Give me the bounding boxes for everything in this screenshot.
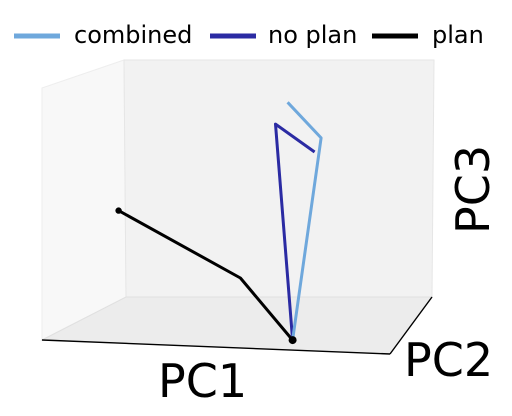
- series-line-combined: [286, 101, 323, 341]
- x-axis-label: PC1: [158, 354, 247, 408]
- legend-label-no-plan: no plan: [268, 21, 357, 49]
- marker-layer: [115, 207, 297, 345]
- series-marker-plan-end: [115, 207, 122, 214]
- y-axis-label: PC2: [404, 333, 493, 387]
- series-marker-plan-start: [288, 336, 297, 345]
- legend: combined no plan plan: [14, 21, 484, 49]
- y-axis-line: [389, 296, 433, 355]
- left-pane: [41, 59, 127, 341]
- series-line-no-plan: [274, 122, 316, 341]
- legend-label-plan: plan: [432, 21, 484, 49]
- x-axis-line: [41, 339, 391, 355]
- z-axis-label: PC3: [446, 145, 500, 234]
- series-line-plan: [117, 209, 294, 342]
- series-layer: [117, 101, 323, 342]
- legend-label-combined: combined: [74, 21, 192, 49]
